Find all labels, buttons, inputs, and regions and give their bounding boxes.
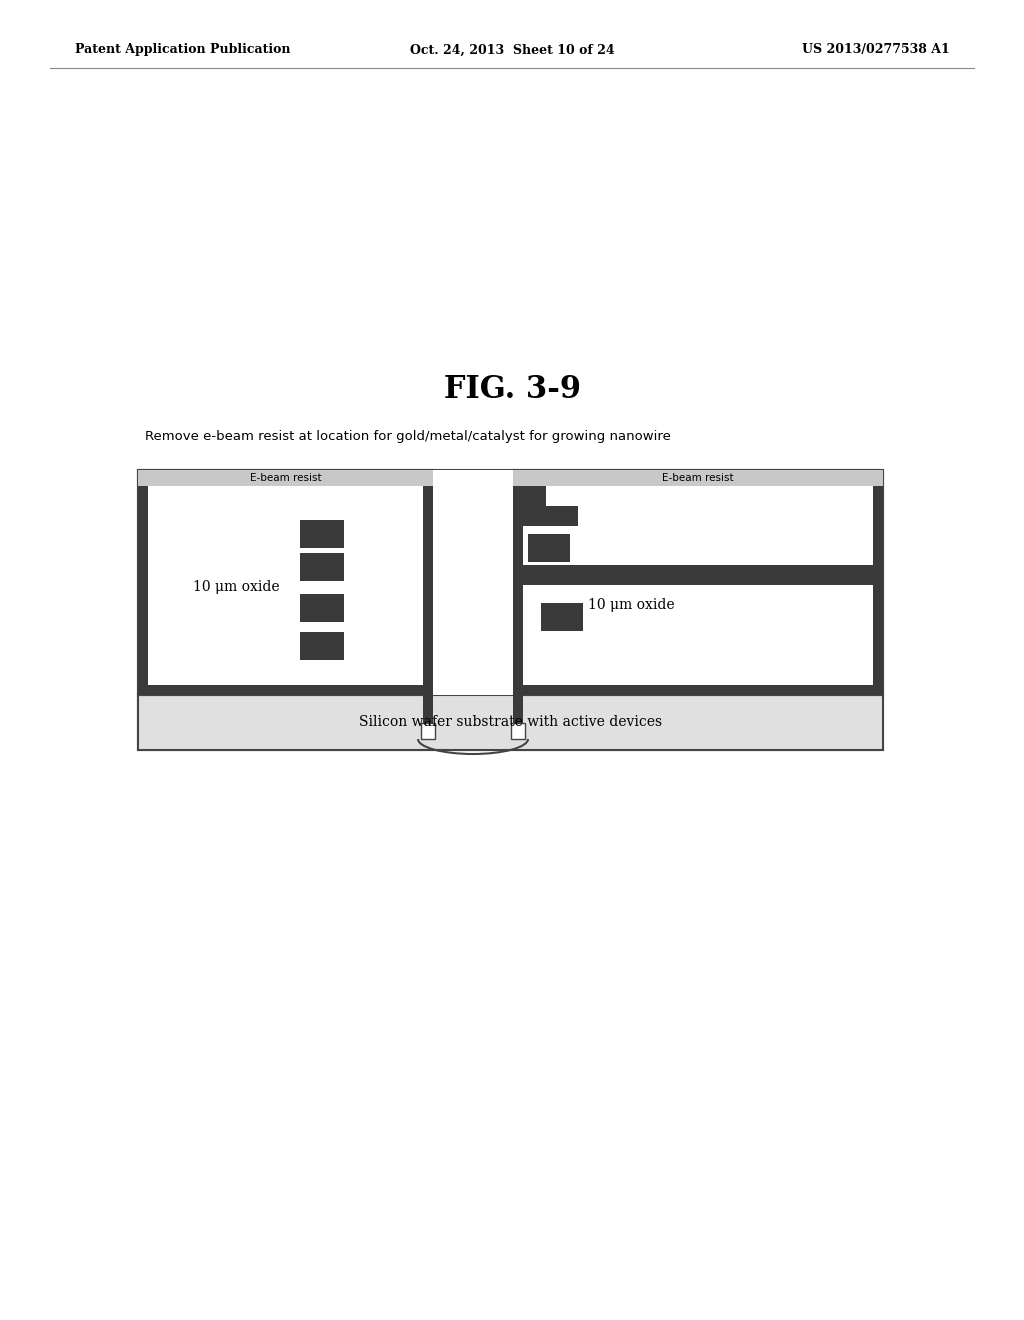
- Bar: [138, 696, 883, 750]
- Bar: [546, 486, 578, 506]
- Bar: [138, 470, 433, 696]
- Bar: [528, 535, 570, 562]
- Bar: [513, 696, 523, 723]
- Text: Remove e-beam resist at location for gold/metal/catalyst for growing nanowire: Remove e-beam resist at location for gol…: [145, 430, 671, 444]
- Text: 10 μm oxide: 10 μm oxide: [588, 598, 675, 612]
- Bar: [300, 632, 344, 660]
- Text: E-beam resist: E-beam resist: [250, 473, 322, 483]
- Bar: [873, 486, 883, 696]
- Text: US 2013/0277538 A1: US 2013/0277538 A1: [802, 44, 950, 57]
- Bar: [541, 602, 583, 631]
- Bar: [513, 486, 523, 696]
- Bar: [423, 486, 433, 696]
- Bar: [523, 486, 578, 525]
- Bar: [138, 470, 433, 486]
- Bar: [513, 486, 523, 696]
- Bar: [423, 696, 433, 723]
- Text: Silicon wafer substrate with active devices: Silicon wafer substrate with active devi…: [359, 715, 663, 730]
- Bar: [513, 685, 883, 696]
- Text: 10 μm oxide: 10 μm oxide: [193, 579, 280, 594]
- Text: E-beam resist: E-beam resist: [663, 473, 734, 483]
- Bar: [138, 470, 883, 750]
- Bar: [523, 565, 883, 585]
- Bar: [300, 594, 344, 622]
- Bar: [300, 553, 344, 581]
- Bar: [138, 486, 148, 696]
- Text: Oct. 24, 2013  Sheet 10 of 24: Oct. 24, 2013 Sheet 10 of 24: [410, 44, 614, 57]
- Text: Patent Application Publication: Patent Application Publication: [75, 44, 291, 57]
- Bar: [513, 470, 883, 486]
- Bar: [433, 470, 513, 696]
- Bar: [423, 486, 433, 696]
- Bar: [138, 685, 433, 696]
- Bar: [511, 723, 525, 739]
- Text: FIG. 3-9: FIG. 3-9: [443, 375, 581, 405]
- Bar: [421, 723, 435, 739]
- Bar: [513, 470, 883, 696]
- Bar: [300, 520, 344, 548]
